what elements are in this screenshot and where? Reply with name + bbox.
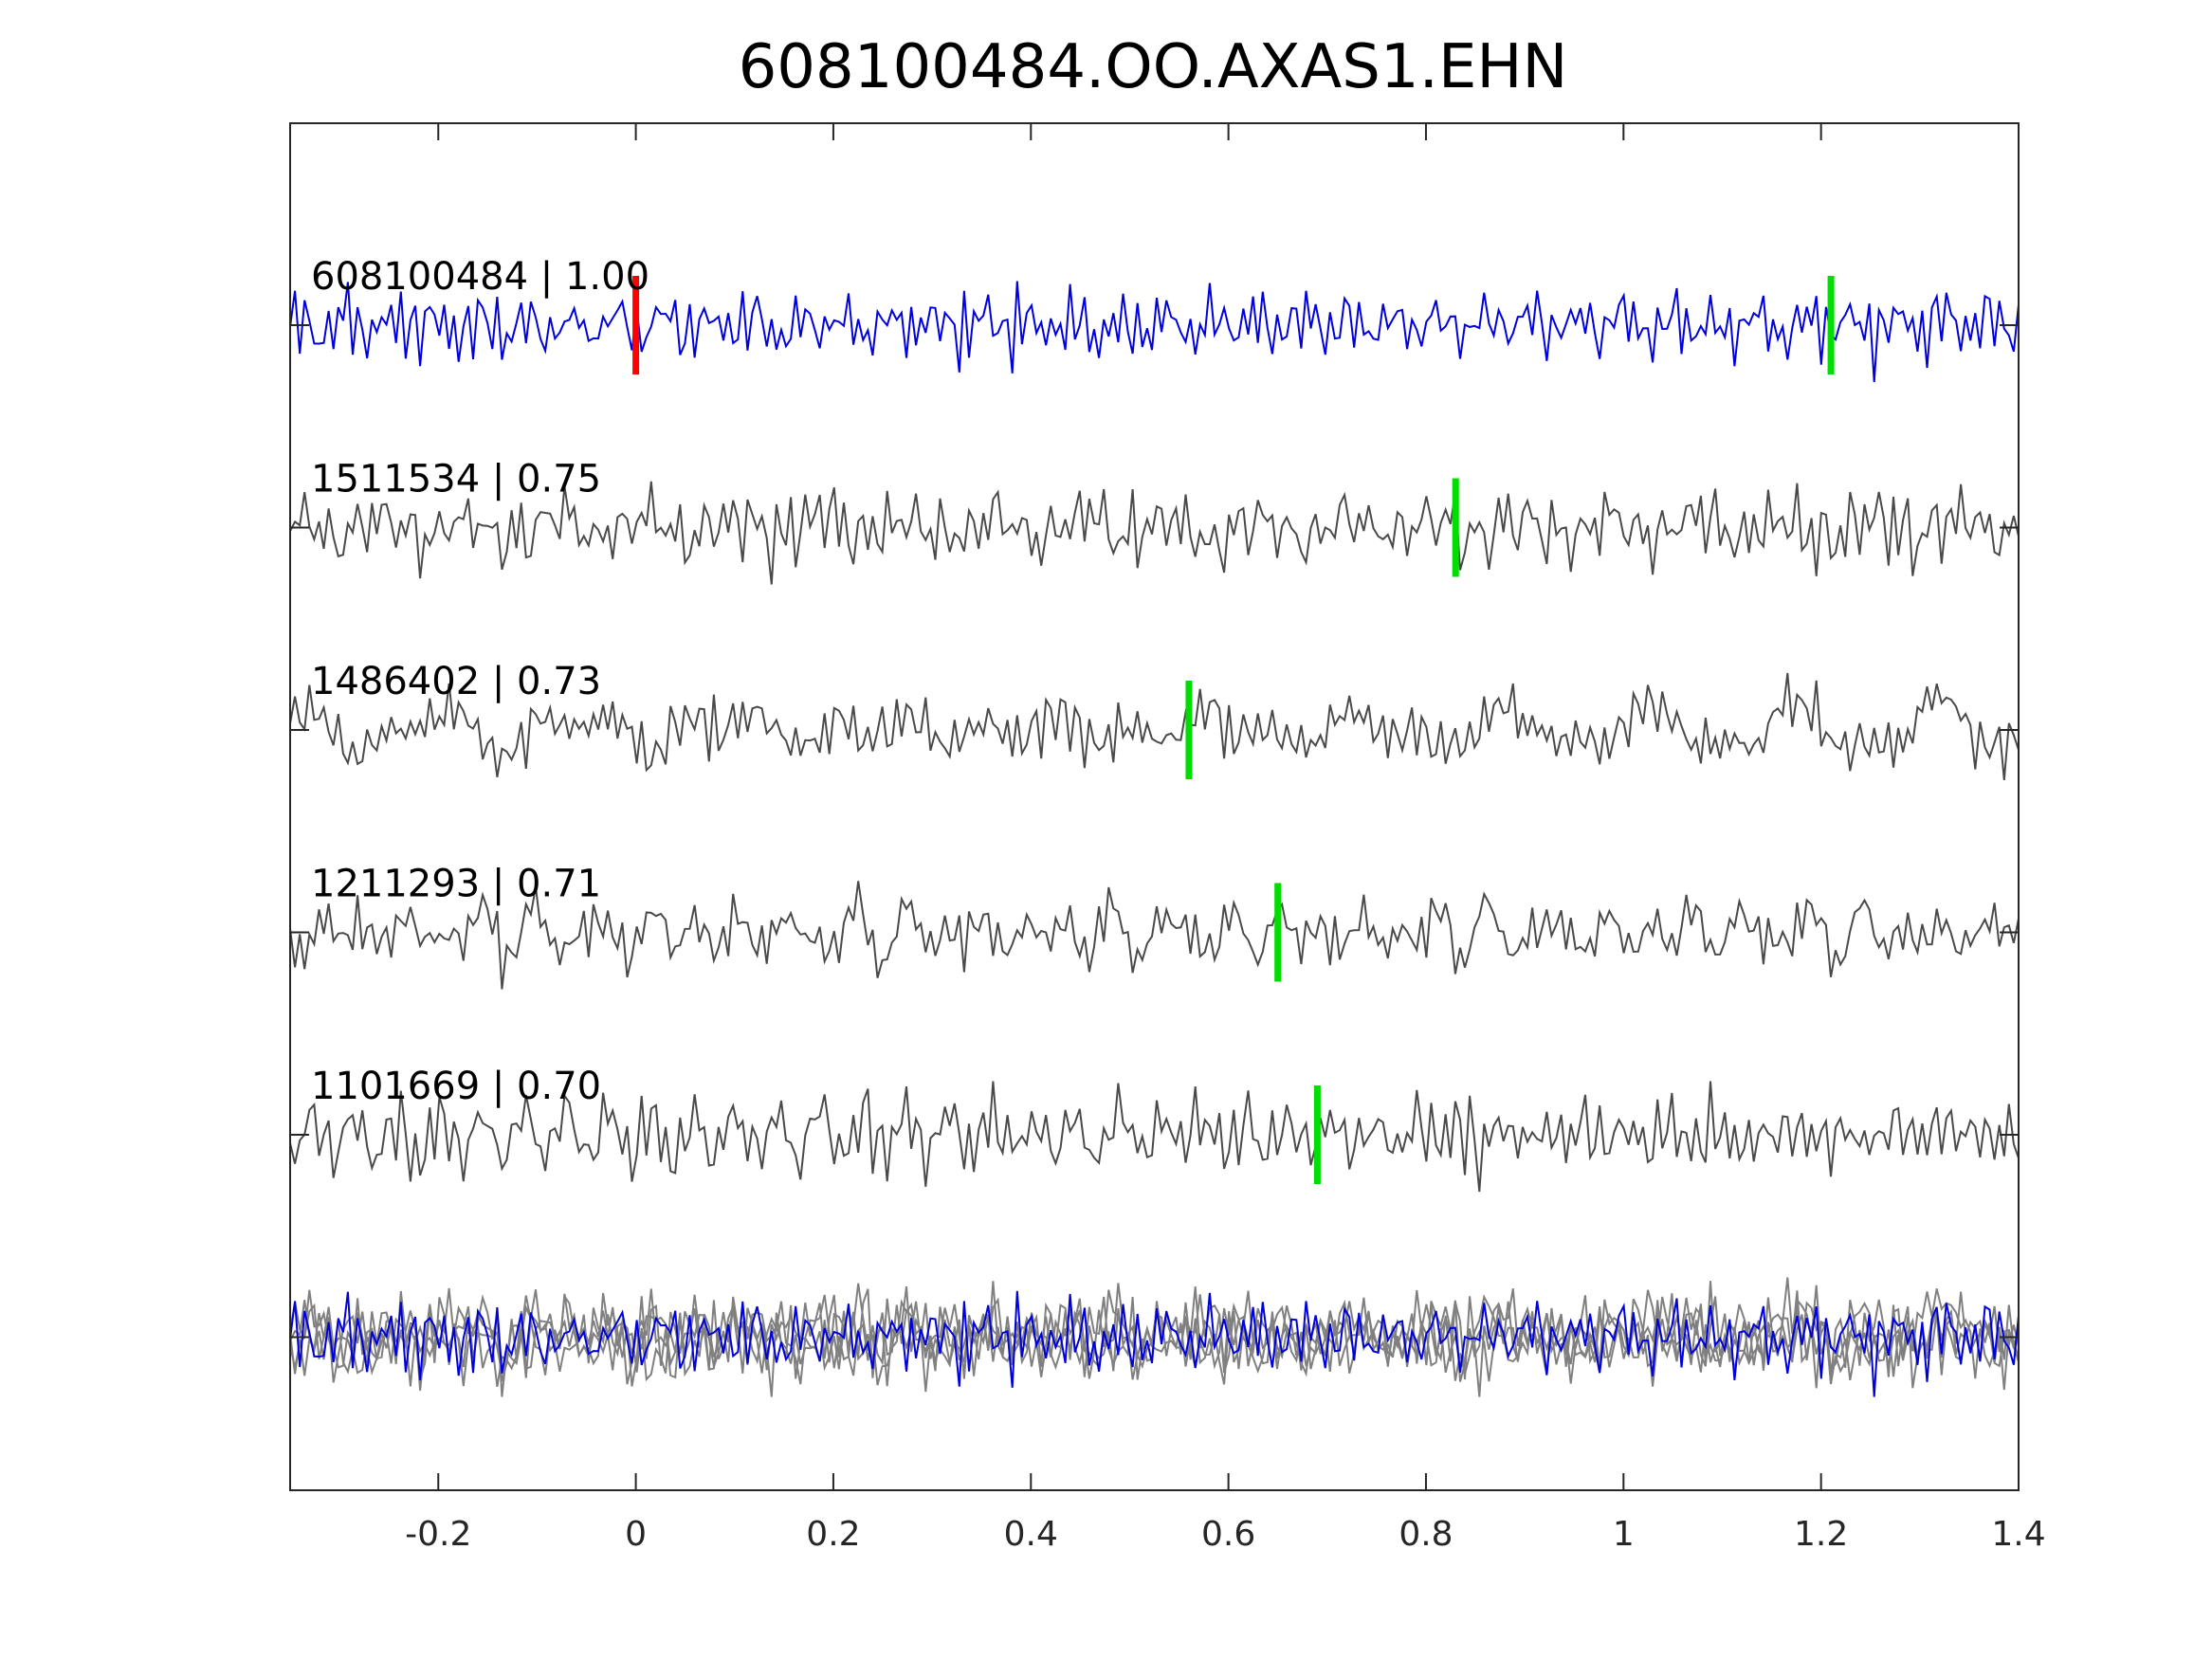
traces-layer: [289, 281, 2020, 1397]
picks-layer: [632, 276, 1835, 1184]
ticks-layer: -0.2 0 0.2 0.4 0.6 0.8 1 1.2 1.4: [290, 123, 2046, 1554]
trace-label-4: 1101669 | 0.70: [311, 1065, 601, 1108]
trace-line-0: [289, 281, 2020, 383]
x-tick-label: 1.2: [1794, 1515, 1848, 1554]
trace-label-1: 1511534 | 0.75: [311, 458, 601, 501]
x-tick-label: 1.4: [1991, 1515, 2045, 1554]
labels-layer: 608100484 | 1.00 1511534 | 0.75 1486402 | …: [311, 255, 649, 1108]
chart-title: 608100484.OO.AXAS1.EHN: [739, 32, 1568, 102]
trace-line-3: [289, 881, 2020, 990]
x-tick-label: -0.2: [405, 1515, 471, 1554]
x-tick-label: 0: [625, 1515, 647, 1554]
trace-line-1: [289, 481, 2020, 585]
x-tick-label: 0.6: [1201, 1515, 1255, 1554]
x-tick-label: 0.2: [806, 1515, 860, 1554]
trace-line-4: [289, 1081, 2020, 1193]
trace-label-0: 608100484 | 1.00: [311, 255, 649, 299]
trace-line-2: [289, 672, 2020, 780]
x-tick-label: 0.8: [1398, 1515, 1453, 1554]
x-tick-label: 1: [1613, 1515, 1635, 1554]
trace-label-3: 1211293 | 0.71: [311, 863, 601, 906]
x-tick-label: 0.4: [1004, 1515, 1058, 1554]
trace-label-2: 1486402 | 0.73: [311, 660, 601, 703]
stack-trace-main: [289, 1290, 2020, 1397]
axes-frame: [289, 122, 2020, 1491]
